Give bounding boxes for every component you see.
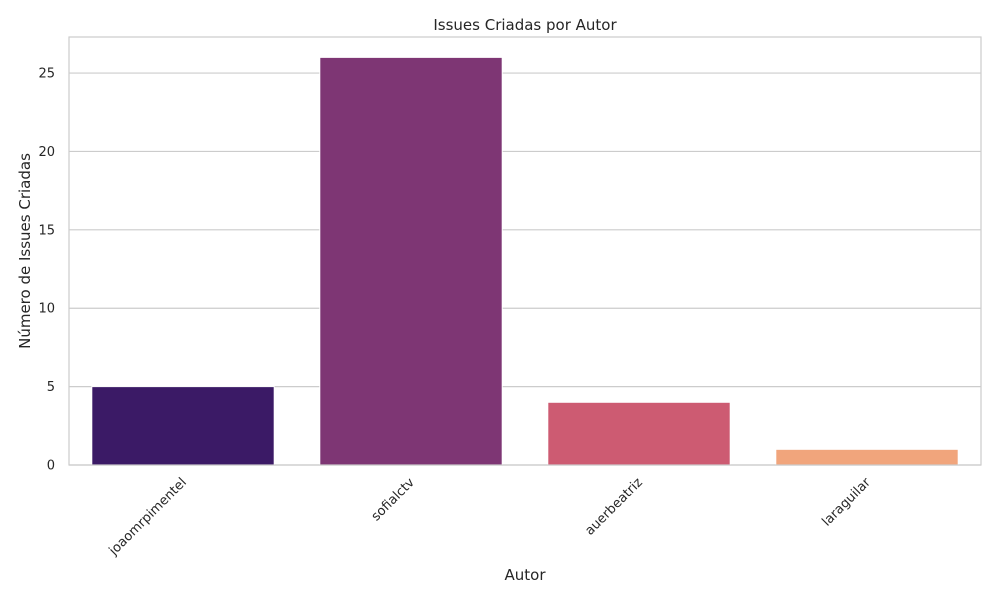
x-tick-labels: joaomrpimentel sofialctv auerbeatriz laragu… (106, 475, 875, 560)
x-tick-label: auerbeatriz (582, 475, 646, 539)
bar-auerbeatriz (547, 401, 731, 466)
y-tick-label: 10 (38, 302, 55, 317)
x-tick-label: laraguilar (819, 475, 874, 530)
y-tick-label: 5 (47, 380, 55, 395)
plot-frame (68, 36, 982, 466)
bars (91, 56, 959, 466)
chart-title: Issues Criadas por Autor (433, 16, 617, 34)
y-tick-label: 15 (38, 223, 55, 238)
x-tick-label: sofialctv (369, 475, 418, 524)
x-axis-label: Autor (505, 566, 547, 584)
bar-laraguilar (775, 448, 959, 466)
x-tick-label: joaomrpimentel (106, 475, 190, 559)
y-tick-label: 20 (38, 145, 55, 160)
y-tick-labels: 0 5 10 15 20 25 (38, 67, 55, 474)
y-axis-label: Número de Issues Criadas (16, 153, 34, 349)
bar-joaomrpimentel (91, 386, 275, 466)
y-tick-label: 25 (38, 67, 55, 82)
bar-sofialctv (319, 56, 503, 466)
y-tick-label: 0 (47, 459, 55, 474)
